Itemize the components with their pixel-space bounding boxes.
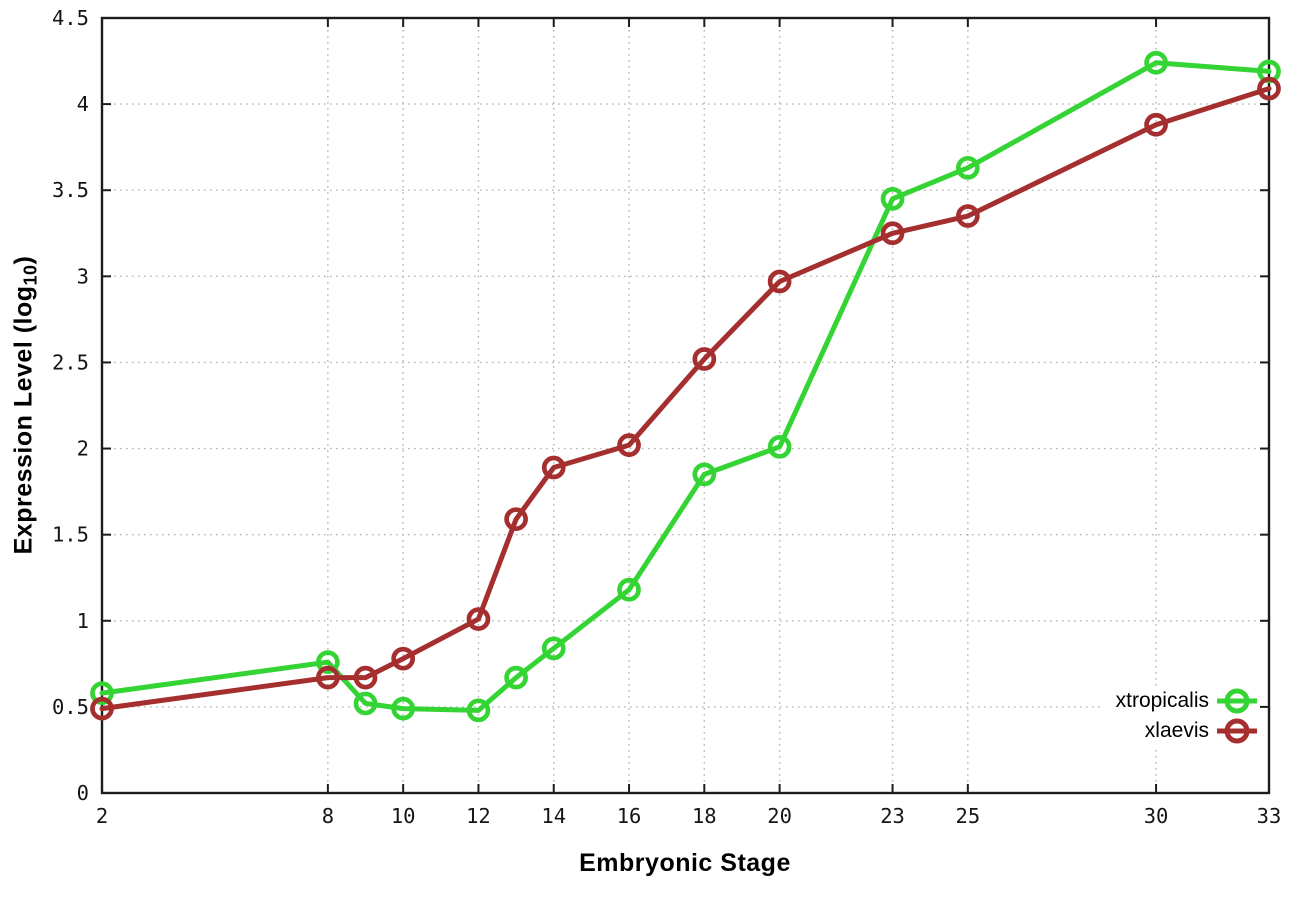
x-tick-label: 8	[322, 804, 334, 828]
series-xlaevis	[90, 76, 1281, 721]
y-tick-label: 1	[77, 609, 89, 633]
x-axis-title: Embryonic Stage	[579, 849, 791, 877]
data-point-marker	[617, 577, 641, 602]
x-tick-labels: 2 8 10 12 14 16 18 20 23 25 30 33	[96, 804, 1282, 828]
series-xtropicalis	[90, 50, 1281, 723]
y-tick-label: 3	[77, 264, 89, 288]
data-point-marker	[504, 665, 528, 690]
y-tick-label: 0.5	[52, 695, 89, 719]
y-axis-title-main: Expression Level (log	[9, 285, 38, 555]
x-tick-label: 25	[955, 804, 980, 828]
y-tick-label: 0	[77, 781, 89, 805]
legend-marker-xtropicalis	[1217, 688, 1257, 714]
y-axis-title-end: )	[9, 255, 38, 265]
data-point-marker	[90, 681, 114, 705]
data-point-marker	[1144, 112, 1168, 137]
x-tick-label: 16	[617, 804, 642, 828]
data-point-marker	[767, 269, 792, 294]
series-line	[99, 60, 1272, 713]
legend-label-xtropicalis: xtropicalis	[1115, 689, 1209, 712]
data-point-marker	[541, 636, 566, 661]
x-tick-label: 30	[1144, 804, 1169, 828]
data-point-marker	[692, 347, 717, 371]
x-tick-label: 2	[96, 804, 108, 828]
data-point-marker	[1144, 50, 1168, 75]
tick-marks	[101, 17, 1270, 794]
gridlines	[102, 18, 1269, 793]
legend-row-xlaevis: xlaevis	[1116, 716, 1258, 746]
y-tick-label: 2.5	[52, 350, 89, 374]
data-point-marker	[466, 607, 491, 631]
series-line	[99, 86, 1272, 712]
y-tick-label: 1.5	[52, 523, 89, 547]
data-point-marker	[391, 646, 416, 671]
data-point-marker	[466, 698, 491, 723]
data-point-marker	[353, 691, 378, 716]
data-point-marker	[1257, 76, 1281, 101]
legend-marker-xlaevis	[1217, 718, 1257, 744]
x-tick-label: 23	[880, 804, 905, 828]
legend-row-xtropicalis: xtropicalis	[1116, 686, 1258, 716]
data-point-marker	[692, 462, 717, 487]
legend-label-xlaevis: xlaevis	[1144, 719, 1209, 742]
x-tick-label: 12	[466, 804, 491, 828]
data-point-marker	[955, 155, 980, 180]
y-tick-label: 3.5	[52, 178, 89, 202]
x-tick-label: 10	[391, 804, 416, 828]
data-point-marker	[90, 696, 114, 721]
y-tick-label: 2	[77, 437, 89, 461]
data-point-marker	[541, 455, 566, 480]
y-tick-label: 4	[77, 92, 89, 116]
data-point-marker	[316, 665, 340, 690]
x-tick-label: 18	[692, 804, 717, 828]
data-point-marker	[504, 507, 528, 532]
y-axis-title: Expression Level (log10)	[9, 255, 41, 555]
x-tick-label: 14	[541, 804, 566, 828]
data-point-marker	[617, 433, 641, 457]
x-tick-label: 20	[767, 804, 792, 828]
y-tick-label: 4.5	[52, 6, 89, 30]
data-point-marker	[767, 434, 792, 459]
plot-border	[100, 16, 1271, 795]
x-tick-label: 33	[1257, 804, 1282, 828]
data-point-marker	[316, 650, 340, 674]
data-point-marker	[880, 186, 905, 211]
legend: xtropicalis xlaevis	[1099, 686, 1258, 746]
data-point-marker	[353, 665, 378, 690]
y-tick-labels: 0 0.5 1 1.5 2 2.5 3 3.5 4 4.5	[52, 6, 89, 805]
y-axis-title-subscript: 10	[20, 264, 41, 286]
data-point-marker	[880, 221, 905, 246]
data-point-marker	[391, 696, 416, 721]
data-point-marker	[955, 204, 980, 228]
